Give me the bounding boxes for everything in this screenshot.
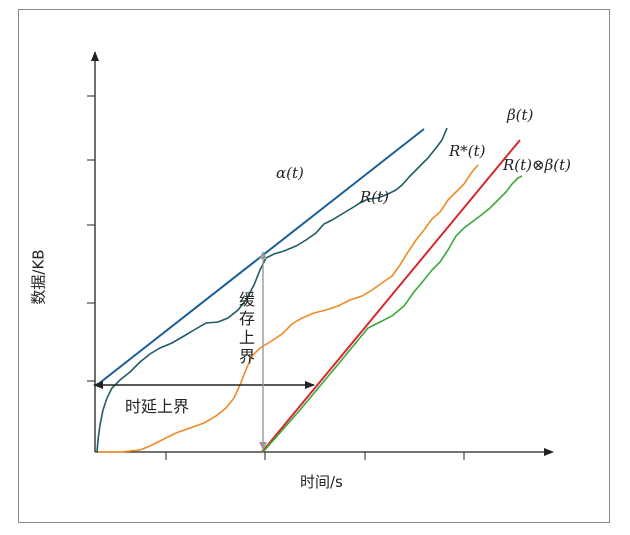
delay-bound-label: 时延上界 — [125, 397, 190, 416]
y-ticks — [87, 95, 95, 382]
alpha-curve — [96, 128, 425, 386]
buffer-bound-char: 上 — [238, 328, 255, 347]
r-star-curve-label: R*(t) — [449, 142, 486, 160]
beta-curve — [261, 139, 521, 453]
figure-frame — [18, 9, 610, 523]
beta-curve-label: β(t) — [507, 106, 534, 124]
r-conv-beta-curve — [262, 175, 523, 453]
buffer-bound-char: 界 — [238, 347, 255, 366]
r-curve-label: R(t) — [360, 188, 390, 206]
r-conv-beta-curve-label: R(t)⊗β(t) — [503, 156, 571, 174]
alpha-curve-label: α(t) — [276, 164, 304, 182]
buffer-bound-char: 缓 — [238, 290, 255, 309]
x-ticks — [165, 452, 465, 460]
r-star-curve — [98, 164, 479, 453]
buffer-bound-label: 缓 存 上 界 — [238, 290, 256, 366]
buffer-bound-char: 存 — [238, 309, 255, 328]
x-axis-label: 时间/s — [300, 473, 343, 491]
y-axis-label: 数据/KB — [29, 249, 48, 305]
